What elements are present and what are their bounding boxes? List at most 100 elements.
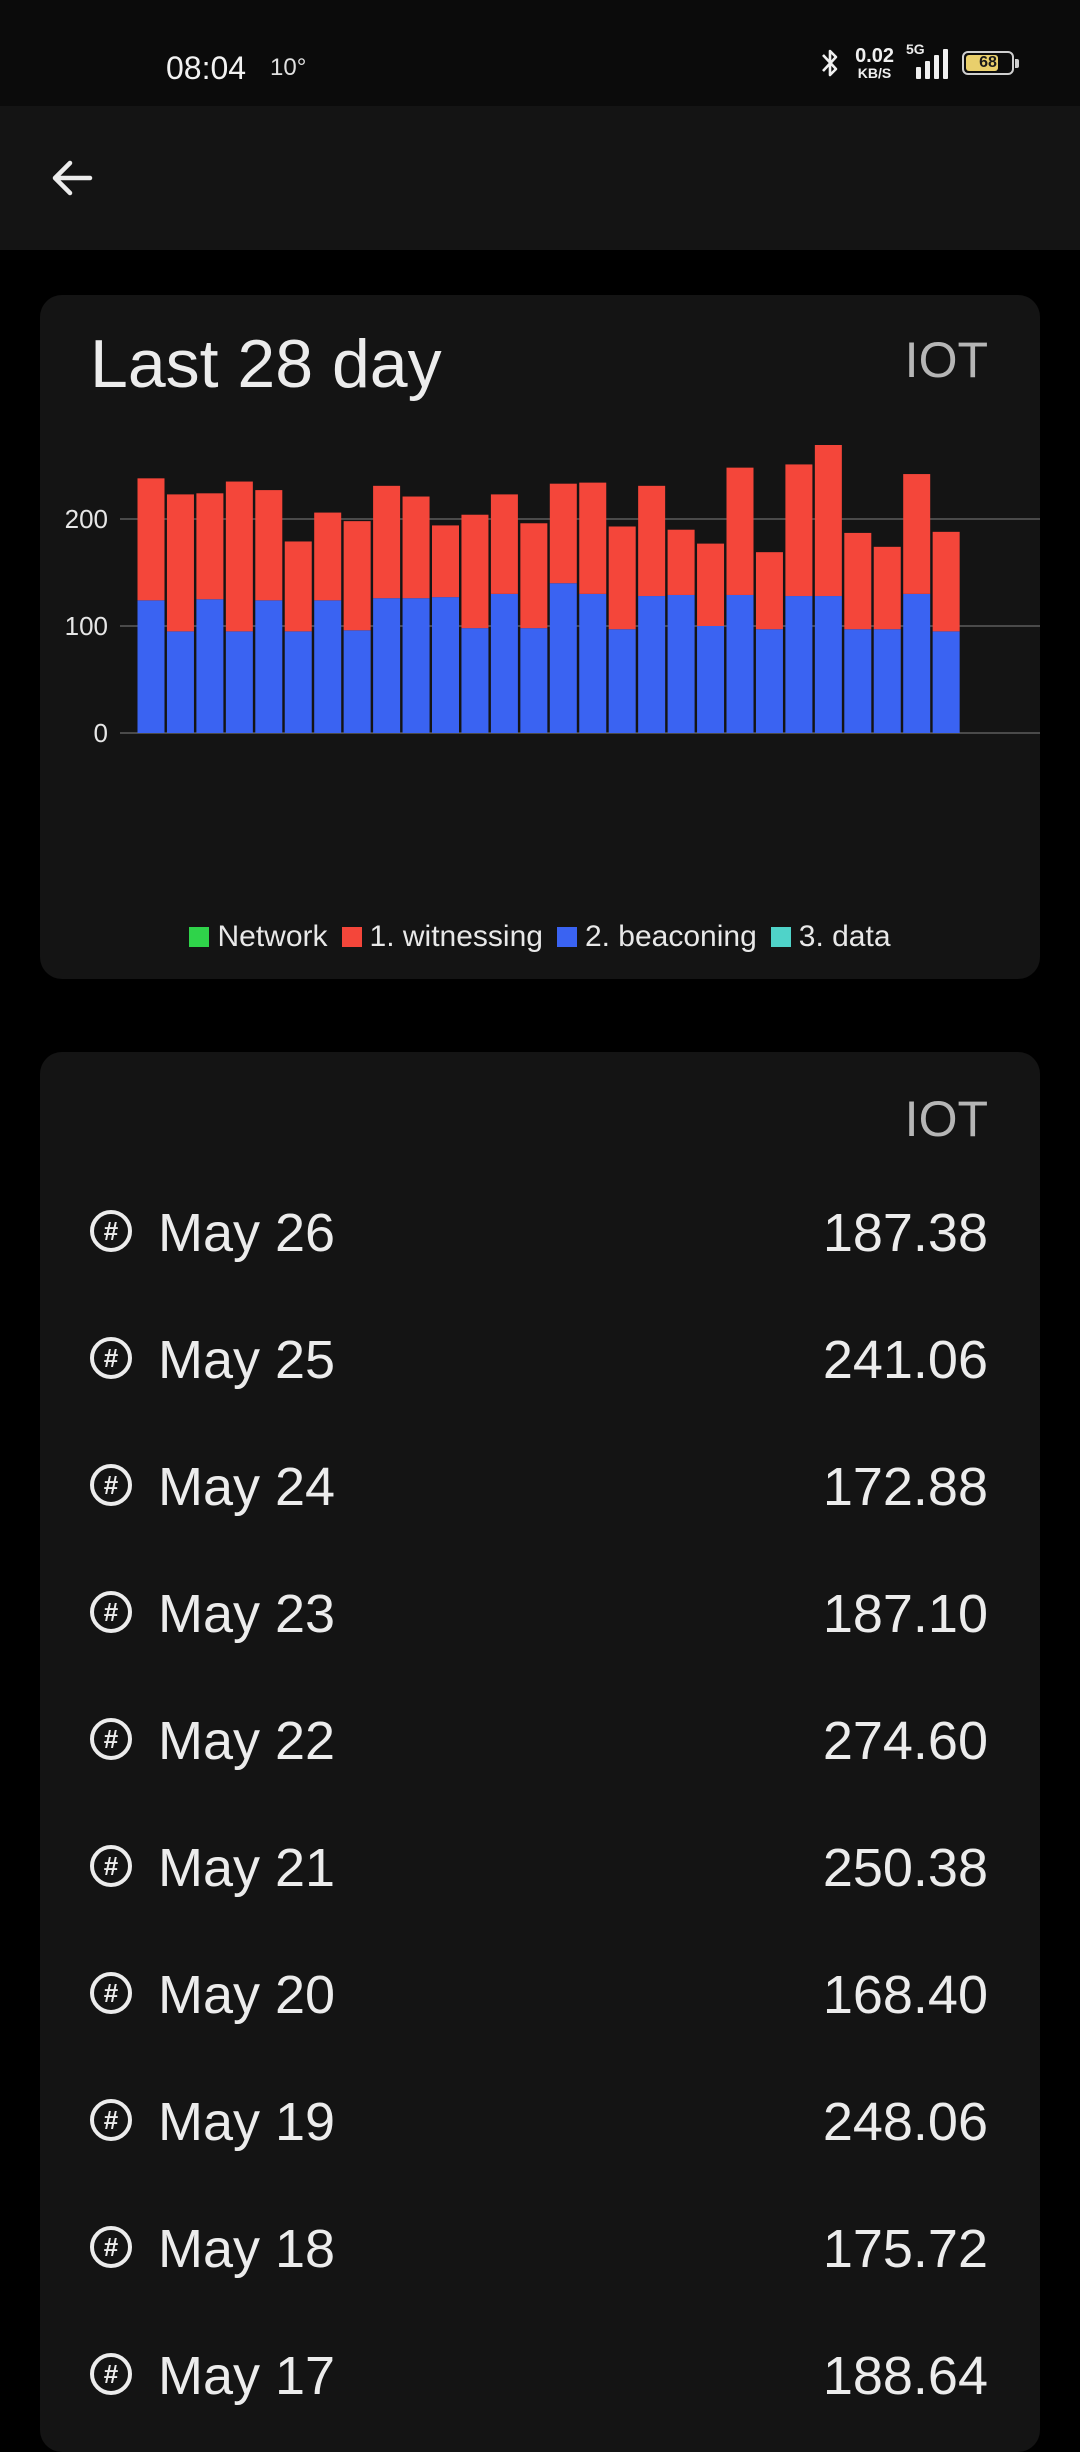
bar-beaconing — [755, 629, 783, 733]
row-date: May 24 — [158, 1457, 336, 1517]
list-item[interactable]: # May 24 172.88 — [40, 1428, 1040, 1555]
bar-witnessing — [608, 526, 636, 630]
bar-witnessing — [402, 496, 430, 599]
bar-witnessing — [579, 482, 607, 594]
bar-beaconing — [520, 628, 548, 733]
row-date: May 19 — [158, 2092, 336, 2152]
legend-swatch — [556, 927, 577, 947]
list-item[interactable]: # May 23 187.10 — [40, 1555, 1040, 1682]
bar-witnessing — [520, 523, 548, 629]
rows-container: # May 26 187.38 # May 25 241.06 # May 24 172.88 #… — [40, 1174, 1040, 2444]
y-tick-label: 0 — [94, 718, 108, 748]
hash-icon: # — [90, 1718, 132, 1760]
bar-beaconing — [844, 629, 872, 733]
status-temperature: 10° — [270, 54, 307, 81]
hash-icon: # — [90, 1591, 132, 1633]
bluetooth-icon — [822, 49, 838, 77]
row-value: 241.06 — [822, 1330, 988, 1390]
row-value: 172.88 — [822, 1457, 988, 1517]
list-item[interactable]: # May 19 248.06 — [40, 2063, 1040, 2190]
bar-beaconing — [608, 629, 636, 733]
bar-beaconing — [432, 597, 459, 733]
list-item[interactable]: # May 26 187.38 — [40, 1174, 1040, 1301]
hash-icon: # — [90, 2353, 132, 2395]
bar-beaconing — [638, 596, 666, 733]
row-value: 274.60 — [822, 1711, 988, 1771]
arrow-left-icon — [52, 160, 93, 196]
bar-witnessing — [903, 474, 931, 594]
daily-rewards-list: IOT # May 26 187.38 # May 25 241.06 # May 24 172… — [40, 1052, 1040, 2452]
legend-swatch — [189, 927, 210, 947]
status-time: 08:04 — [166, 50, 247, 86]
bar-witnessing — [137, 478, 165, 601]
bar-beaconing — [932, 631, 960, 733]
hash-icon: # — [90, 2226, 132, 2268]
row-value: 250.38 — [822, 1838, 988, 1898]
bar-witnessing — [697, 543, 725, 626]
bar-beaconing — [314, 600, 342, 733]
bar-beaconing — [549, 583, 577, 733]
net-speed: 0.02 KB/S — [855, 46, 894, 80]
bar-beaconing — [579, 593, 607, 733]
bar-witnessing — [255, 490, 283, 601]
bar-beaconing — [166, 631, 194, 733]
bar-witnessing — [844, 532, 872, 630]
back-button[interactable] — [36, 142, 108, 214]
bar-beaconing — [225, 631, 253, 733]
bar-witnessing — [932, 531, 960, 632]
list-item[interactable]: # May 21 250.38 — [40, 1809, 1040, 1936]
row-value: 188.64 — [822, 2346, 988, 2406]
bar-witnessing — [726, 467, 754, 595]
legend-label: 2. beaconing — [584, 920, 757, 953]
net-speed-unit: KB/S — [857, 65, 892, 81]
bar-beaconing — [137, 600, 165, 733]
list-item[interactable]: # May 18 175.72 — [40, 2190, 1040, 2317]
row-date: May 26 — [158, 1203, 336, 1263]
bar-witnessing — [284, 541, 312, 632]
y-tick-label: 200 — [65, 504, 108, 534]
bar-witnessing — [549, 483, 577, 584]
bar-beaconing — [726, 594, 754, 733]
legend-label: Network — [217, 920, 328, 953]
bar-beaconing — [255, 600, 283, 733]
bar-beaconing — [873, 629, 901, 733]
list-item[interactable]: # May 20 168.40 — [40, 1936, 1040, 2063]
bar-witnessing — [814, 445, 842, 597]
bar-witnessing — [785, 464, 813, 597]
bar-beaconing — [490, 593, 518, 733]
row-date: May 22 — [158, 1711, 336, 1771]
network-type: 5G — [906, 41, 925, 57]
list-unit: IOT — [904, 1091, 988, 1147]
bar-beaconing — [667, 594, 695, 733]
list-item[interactable]: # May 17 188.64 — [40, 2317, 1040, 2444]
app-bar — [0, 106, 1080, 250]
row-date: May 21 — [158, 1838, 336, 1898]
bar-beaconing — [343, 630, 371, 733]
hash-icon: # — [90, 2099, 132, 2141]
row-date: May 17 — [158, 2346, 336, 2406]
hash-icon: # — [90, 1210, 132, 1252]
hash-icon: # — [90, 1337, 132, 1379]
hash-icon: # — [90, 1845, 132, 1887]
bar-witnessing — [873, 546, 901, 630]
bar-beaconing — [373, 598, 401, 733]
bar-witnessing — [373, 485, 401, 599]
bar-beaconing — [196, 599, 224, 733]
bar-beaconing — [461, 628, 489, 733]
legend-swatch — [770, 927, 791, 947]
bar-witnessing — [490, 494, 518, 594]
bar-beaconing — [284, 631, 312, 733]
list-item[interactable]: # May 22 274.60 — [40, 1682, 1040, 1809]
list-item[interactable]: # May 25 241.06 — [40, 1301, 1040, 1428]
legend-label: 3. data — [798, 920, 891, 953]
row-value: 168.40 — [822, 1965, 988, 2025]
bar-witnessing — [196, 493, 224, 600]
bar-witnessing — [755, 552, 783, 630]
status-bar: 08:04 10° 0.02 KB/S 5G 68 — [0, 0, 1080, 106]
status-icons: 0.02 KB/S 5G 68 — [819, 41, 1019, 80]
hash-icon: # — [90, 1464, 132, 1506]
legend-item-data: 3. data — [770, 920, 891, 954]
legend-item-beaconing: 2. beaconing — [556, 920, 757, 954]
bar-beaconing — [903, 593, 931, 733]
